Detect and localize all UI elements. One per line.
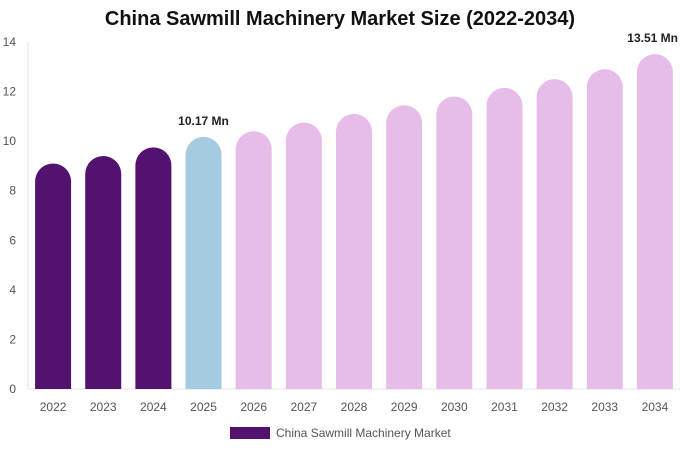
bar-2033[interactable] bbox=[586, 69, 623, 389]
bars bbox=[35, 54, 673, 390]
bar-2026[interactable] bbox=[235, 131, 272, 389]
x-tick-label: 2033 bbox=[591, 400, 618, 414]
x-tick-label: 2029 bbox=[391, 400, 418, 414]
bar-2032[interactable] bbox=[536, 79, 573, 389]
y-tick-label: 10 bbox=[3, 134, 17, 148]
data-label-2025: 10.17 Mn bbox=[178, 114, 229, 128]
bar-2034[interactable] bbox=[636, 54, 673, 390]
x-tick-label: 2032 bbox=[541, 400, 568, 414]
data-label-2034: 13.51 Mn bbox=[627, 31, 678, 45]
bar-2030[interactable] bbox=[436, 96, 473, 390]
bar-2023[interactable] bbox=[85, 156, 122, 389]
y-tick-label: 0 bbox=[9, 382, 16, 396]
y-tick-label: 12 bbox=[3, 85, 17, 99]
bar-2024[interactable] bbox=[135, 147, 172, 389]
x-tick-label: 2030 bbox=[441, 400, 468, 414]
bar-2031[interactable] bbox=[486, 87, 523, 389]
x-tick-label: 2034 bbox=[642, 400, 669, 414]
y-tick-label: 4 bbox=[9, 283, 16, 297]
y-tick-label: 6 bbox=[9, 233, 16, 247]
x-tick-label: 2022 bbox=[40, 400, 67, 414]
y-tick-label: 2 bbox=[9, 332, 16, 346]
bar-2027[interactable] bbox=[285, 122, 322, 389]
y-tick-label: 14 bbox=[3, 35, 17, 49]
data-labels: 10.17 Mn 13.51 Mn bbox=[178, 31, 678, 128]
bar-2022[interactable] bbox=[35, 163, 72, 389]
x-tick-label: 2024 bbox=[140, 400, 167, 414]
chart-title: China Sawmill Machinery Market Size (202… bbox=[104, 8, 576, 30]
x-tick-label: 2031 bbox=[491, 400, 518, 414]
x-tick-label: 2028 bbox=[341, 400, 368, 414]
x-tick-label: 2026 bbox=[240, 400, 267, 414]
x-tick-label: 2027 bbox=[290, 400, 317, 414]
bar-2028[interactable] bbox=[336, 113, 372, 389]
legend-swatch bbox=[230, 427, 270, 439]
y-tick-label: 8 bbox=[9, 184, 16, 198]
x-axis-ticks: 2022 2023 2024 2025 2026 2027 2028 2029 2030 2031… bbox=[40, 400, 669, 414]
x-tick-label: 2023 bbox=[90, 400, 117, 414]
bar-2029[interactable] bbox=[386, 105, 423, 389]
legend-label: China Sawmill Machinery Market bbox=[276, 426, 451, 440]
legend[interactable]: China Sawmill Machinery Market bbox=[230, 426, 451, 440]
x-tick-label: 2025 bbox=[190, 400, 217, 414]
bar-2025[interactable] bbox=[185, 136, 222, 389]
y-axis-ticks: 0 2 4 6 8 10 12 14 bbox=[3, 35, 17, 396]
